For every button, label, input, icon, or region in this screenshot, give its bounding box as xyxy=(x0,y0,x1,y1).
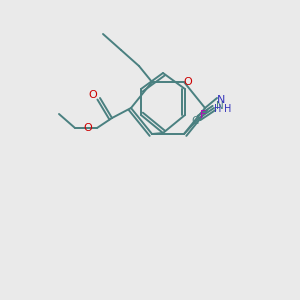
Text: O: O xyxy=(88,90,98,100)
Text: H: H xyxy=(214,104,222,114)
Text: N: N xyxy=(216,101,224,111)
Text: N: N xyxy=(217,95,225,105)
Text: H: H xyxy=(224,104,232,114)
Text: O: O xyxy=(84,123,92,133)
Text: F: F xyxy=(200,110,206,120)
Text: C: C xyxy=(191,116,199,126)
Text: O: O xyxy=(184,77,192,87)
